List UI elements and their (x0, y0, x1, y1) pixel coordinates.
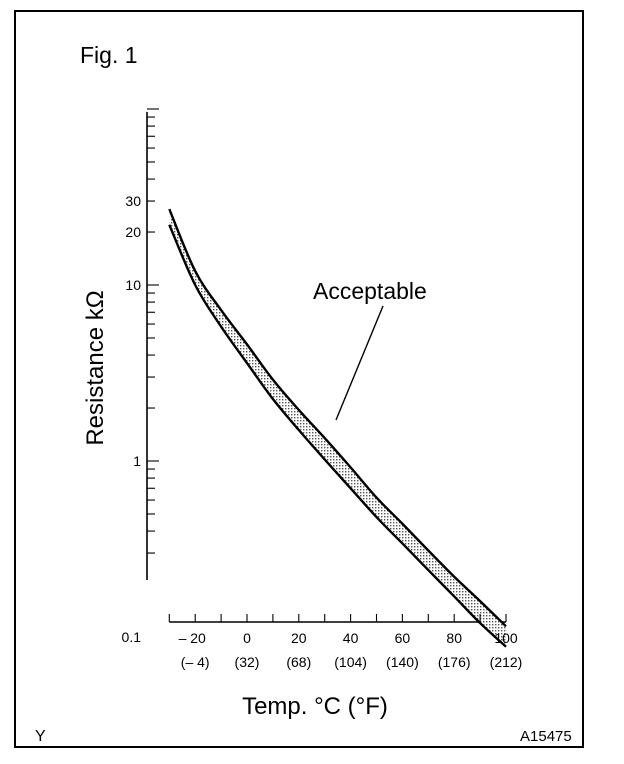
y-tick-label: 20 (125, 224, 141, 240)
ticks: 0.1 1 10 20 30 – 20 (– 4) 0 (32) 20 (68) 40 (104) 60 (… (122, 108, 523, 670)
annotation-label: Acceptable (313, 278, 427, 304)
y-tick-label: 10 (125, 277, 141, 293)
corner-code-left: Y (35, 728, 46, 745)
x-axis-label: Temp. °C (°F) (242, 693, 388, 720)
x-tick-label: – 20 (179, 630, 206, 646)
annotation-leader-line (335, 305, 384, 421)
figure-label: Fig. 1 (80, 42, 138, 68)
series-upper-line (168, 208, 507, 628)
x-tick-label-fahrenheit: (68) (286, 654, 311, 670)
y-tick-label: 1 (133, 453, 141, 469)
x-tick-label-fahrenheit: (212) (490, 654, 523, 670)
annotation: Acceptable (313, 278, 427, 421)
figure-code: A15475 (520, 728, 572, 745)
x-tick-label-fahrenheit: (– 4) (181, 654, 210, 670)
x-tick-label-fahrenheit: (140) (386, 654, 419, 670)
x-tick-label: 20 (291, 630, 307, 646)
x-tick-label: 60 (395, 630, 411, 646)
y-tick-label: 30 (125, 193, 141, 209)
series-lower-line (168, 224, 507, 648)
y-axis-label: Resistance kΩ (82, 290, 109, 446)
figure-frame (14, 10, 584, 748)
x-tick-label: 80 (446, 630, 462, 646)
x-tick-label-fahrenheit: (32) (235, 654, 260, 670)
x-tick-label: 0 (243, 630, 251, 646)
band-fill (169, 209, 507, 647)
axes (146, 112, 506, 623)
x-tick-label-fahrenheit: (176) (438, 654, 471, 670)
x-tick-label-fahrenheit: (104) (334, 654, 367, 670)
x-tick-label: 100 (494, 630, 518, 646)
x-tick-label: 40 (343, 630, 359, 646)
y-tick-label: 0.1 (122, 629, 142, 645)
acceptable-band (168, 208, 507, 648)
